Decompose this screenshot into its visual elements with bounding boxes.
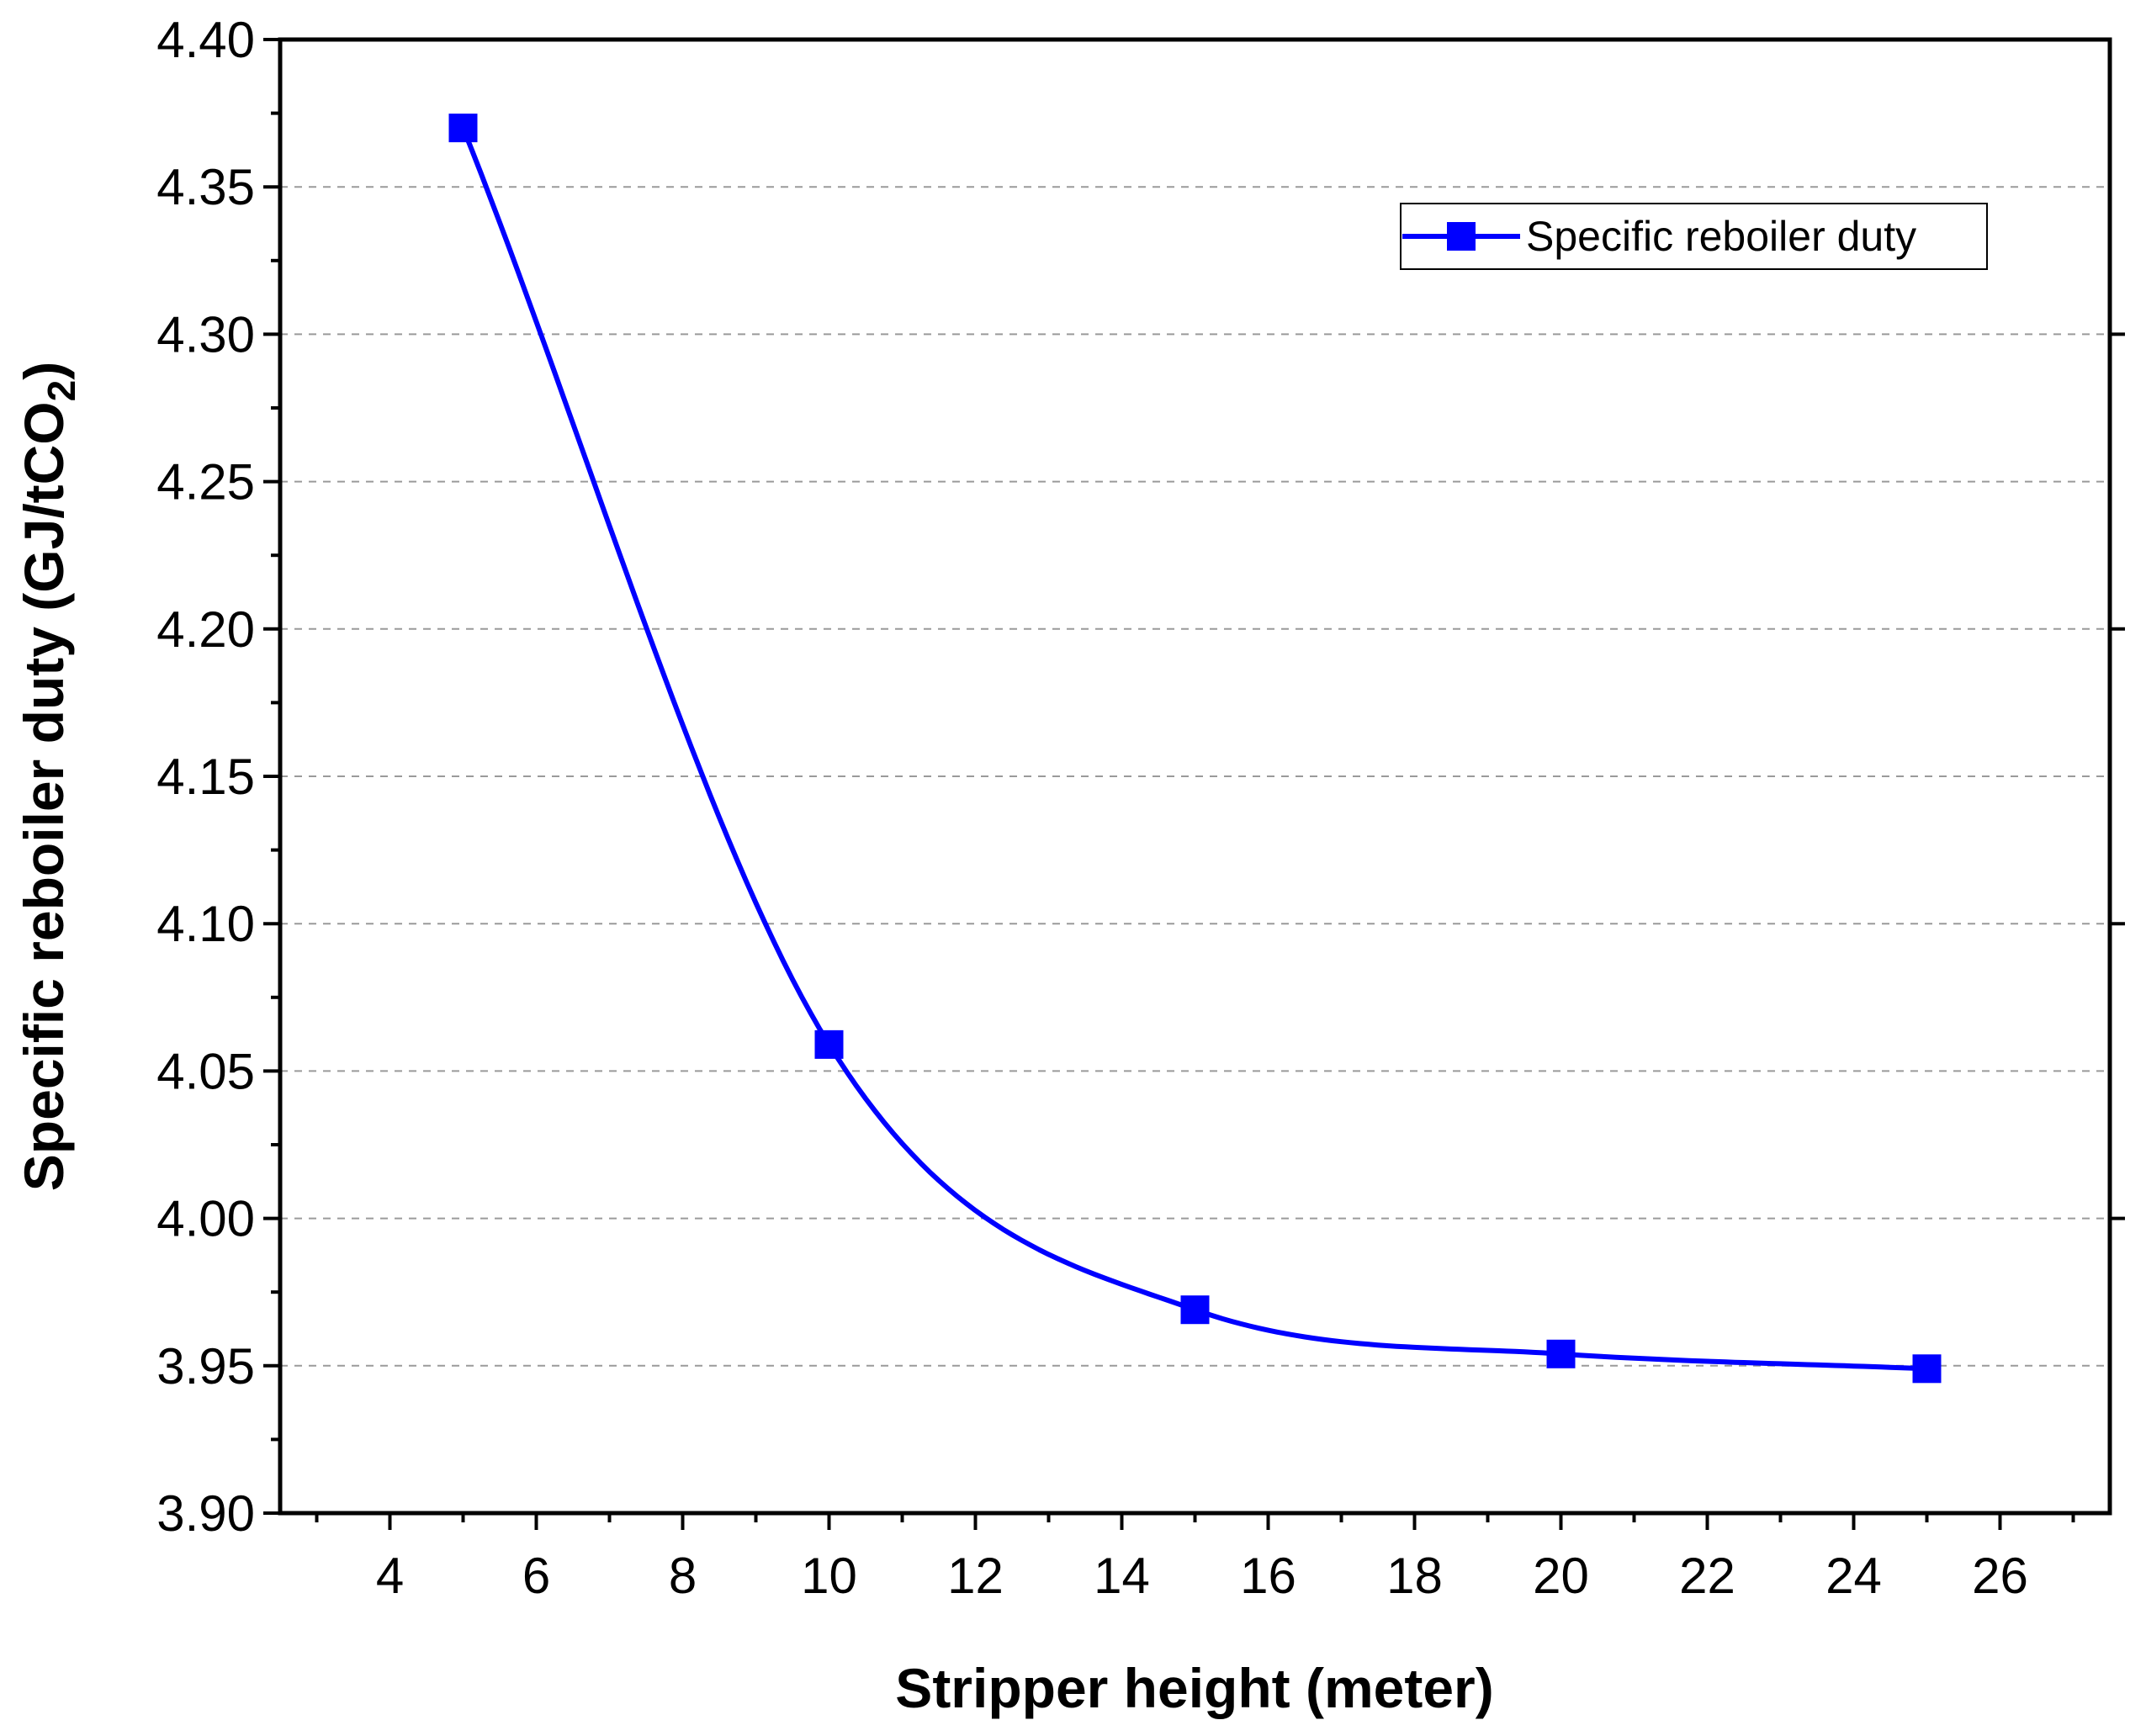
y-axis-title-subscript: 2 xyxy=(40,380,83,402)
y-tick-label: 4.15 xyxy=(156,749,255,805)
x-axis-title: Stripper height (meter) xyxy=(895,1657,1493,1719)
legend: Specific reboiler duty xyxy=(1400,203,1988,270)
y-axis-title-close: ) xyxy=(13,362,75,380)
x-tick-label: 8 xyxy=(669,1548,697,1604)
series-layer xyxy=(448,114,1942,1384)
x-tick-label: 14 xyxy=(1094,1548,1150,1604)
x-tick-label: 10 xyxy=(801,1548,857,1604)
y-tick-label: 4.25 xyxy=(156,454,255,511)
axes: 3.90 3.95 4.00 4.05 4.10 4.15 4.20 4.25 4.30 4.35… xyxy=(156,12,2125,1604)
y-tick-label: 4.40 xyxy=(156,12,255,68)
data-point-marker xyxy=(448,114,478,143)
x-tick-label: 4 xyxy=(376,1548,404,1604)
legend-label: Specific reboiler duty xyxy=(1526,213,1916,260)
series-line xyxy=(460,126,1927,1372)
y-tick-label: 4.05 xyxy=(156,1043,255,1099)
y-axis-title: Specific reboiler duty (GJ/tCO2) xyxy=(13,362,83,1191)
x-tick-label: 12 xyxy=(947,1548,1004,1604)
x-tick-label: 24 xyxy=(1825,1548,1882,1604)
y-tick-label: 4.35 xyxy=(156,159,255,215)
y-tick-label: 4.20 xyxy=(156,601,255,658)
x-tick-label: 18 xyxy=(1386,1548,1443,1604)
x-tick-label: 6 xyxy=(522,1548,550,1604)
x-tick-label: 16 xyxy=(1240,1548,1296,1604)
data-point-marker xyxy=(814,1029,844,1059)
data-point-marker xyxy=(1180,1295,1210,1325)
y-tick-label: 4.00 xyxy=(156,1191,255,1247)
legend-marker-swatch xyxy=(1447,222,1476,251)
x-tick-label: 26 xyxy=(1972,1548,2028,1604)
x-tick-label: 22 xyxy=(1679,1548,1735,1604)
y-axis-title-main: Specific reboiler duty (GJ/tCO xyxy=(13,401,75,1191)
y-tick-label: 4.30 xyxy=(156,306,255,363)
y-tick-label: 3.90 xyxy=(156,1485,255,1542)
y-tick-label: 3.95 xyxy=(156,1338,255,1395)
data-point-marker xyxy=(1546,1339,1576,1368)
data-point-marker xyxy=(1912,1354,1942,1384)
gridlines xyxy=(280,186,2110,1367)
y-tick-label: 4.10 xyxy=(156,896,255,952)
x-tick-label: 20 xyxy=(1533,1548,1589,1604)
